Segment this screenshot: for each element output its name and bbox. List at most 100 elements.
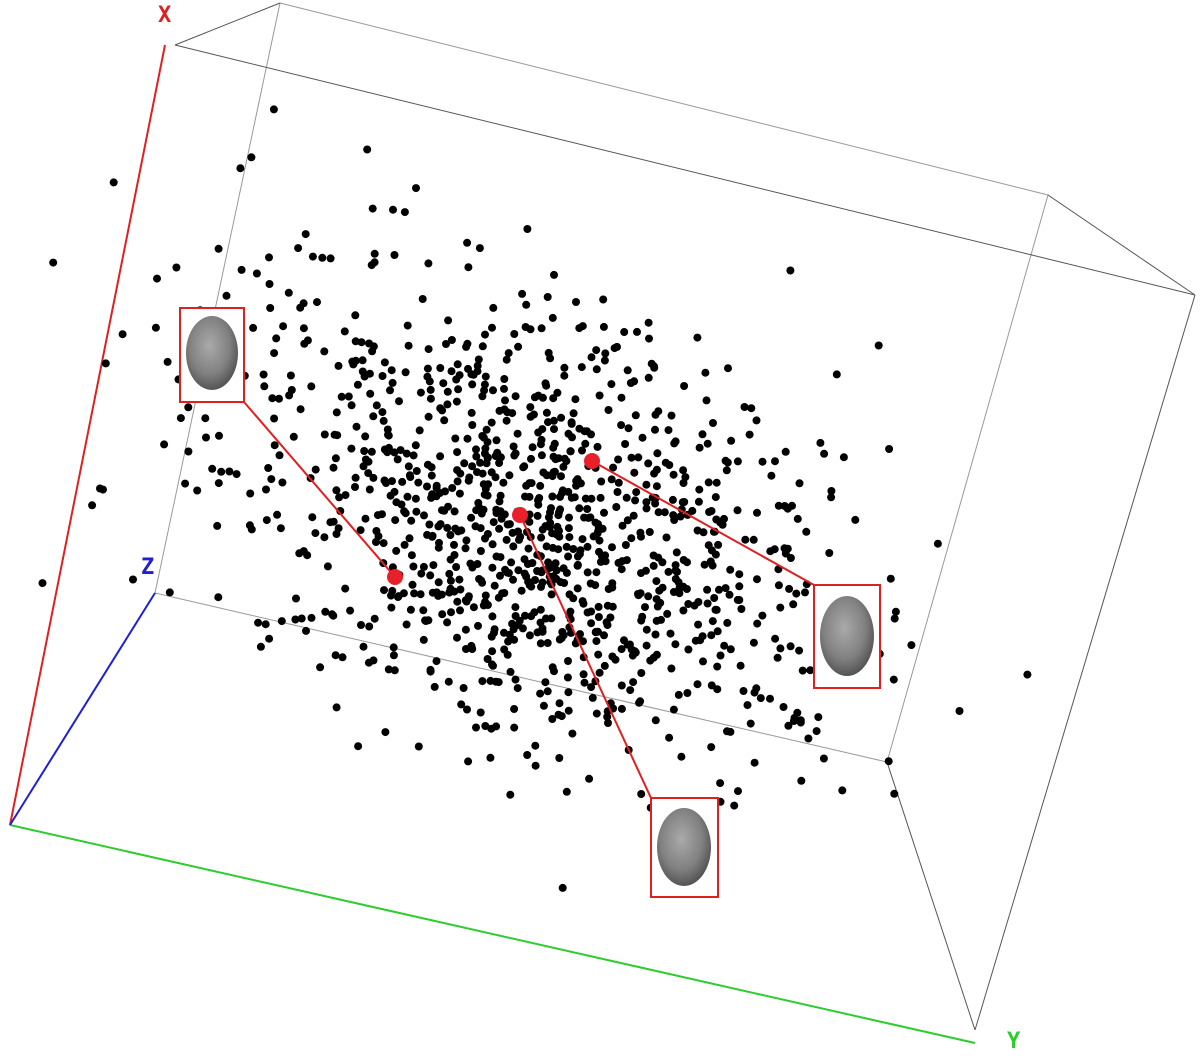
point	[436, 452, 445, 461]
point	[569, 545, 578, 553]
point	[618, 557, 627, 566]
point	[520, 569, 529, 578]
point	[478, 469, 487, 478]
point	[476, 708, 485, 717]
point	[714, 540, 723, 549]
point	[423, 364, 432, 373]
point	[488, 612, 497, 621]
point	[297, 614, 306, 623]
point	[347, 401, 356, 410]
point	[658, 558, 667, 567]
point	[96, 484, 104, 493]
point	[193, 486, 202, 495]
point	[752, 416, 761, 425]
point	[649, 653, 658, 662]
point	[402, 620, 411, 629]
point	[534, 500, 543, 509]
point	[514, 566, 523, 575]
point	[201, 414, 210, 423]
point	[451, 434, 460, 443]
point	[724, 364, 732, 373]
point	[387, 591, 395, 600]
point	[340, 327, 349, 336]
point	[773, 653, 782, 662]
point	[414, 742, 423, 751]
point	[476, 458, 485, 467]
point	[520, 555, 529, 564]
point	[247, 525, 256, 534]
point	[594, 520, 602, 529]
point	[181, 479, 190, 488]
point	[438, 406, 447, 415]
point	[627, 453, 636, 462]
point	[536, 605, 545, 614]
point	[543, 687, 552, 696]
point	[644, 373, 653, 382]
point	[426, 667, 435, 676]
point	[614, 478, 623, 487]
point	[344, 392, 353, 401]
point	[564, 524, 573, 533]
point	[307, 613, 316, 622]
point	[654, 508, 663, 517]
point	[602, 618, 611, 627]
point	[679, 556, 688, 564]
point	[333, 431, 342, 440]
point	[160, 440, 169, 449]
point	[476, 547, 485, 555]
point	[448, 484, 457, 492]
point	[365, 622, 374, 631]
back-face	[154, 2, 1049, 763]
point	[664, 567, 673, 576]
point	[746, 719, 755, 728]
point	[518, 289, 527, 298]
point	[820, 449, 829, 458]
point	[388, 477, 396, 486]
point	[645, 528, 654, 536]
point	[403, 321, 412, 330]
point	[575, 550, 584, 559]
point	[481, 444, 490, 453]
point	[578, 535, 587, 544]
point	[462, 536, 471, 545]
point	[651, 410, 660, 419]
point	[698, 430, 707, 439]
point	[215, 431, 223, 440]
point	[838, 786, 847, 795]
point	[208, 464, 217, 473]
point	[491, 473, 500, 482]
point	[510, 635, 519, 644]
point	[461, 625, 470, 634]
point	[412, 467, 421, 475]
point	[601, 557, 610, 566]
point	[537, 533, 546, 542]
point	[394, 592, 403, 601]
point	[496, 571, 504, 580]
point	[359, 642, 368, 651]
point	[713, 627, 722, 636]
point	[380, 586, 388, 595]
point	[618, 521, 627, 530]
point	[672, 548, 681, 557]
point	[369, 656, 378, 665]
point	[387, 603, 396, 612]
point	[625, 640, 634, 649]
point	[262, 485, 270, 494]
point	[784, 721, 793, 730]
point	[684, 645, 693, 654]
point	[436, 520, 445, 529]
point	[798, 666, 807, 675]
point	[770, 545, 779, 554]
point	[278, 478, 287, 487]
point	[786, 642, 795, 651]
point	[885, 445, 894, 453]
point	[521, 611, 529, 620]
point	[464, 263, 473, 272]
point	[301, 230, 310, 239]
point	[660, 508, 669, 517]
point	[653, 449, 662, 458]
point	[490, 581, 499, 590]
point	[331, 651, 340, 660]
box-edge	[1047, 194, 1196, 296]
point	[266, 304, 275, 312]
